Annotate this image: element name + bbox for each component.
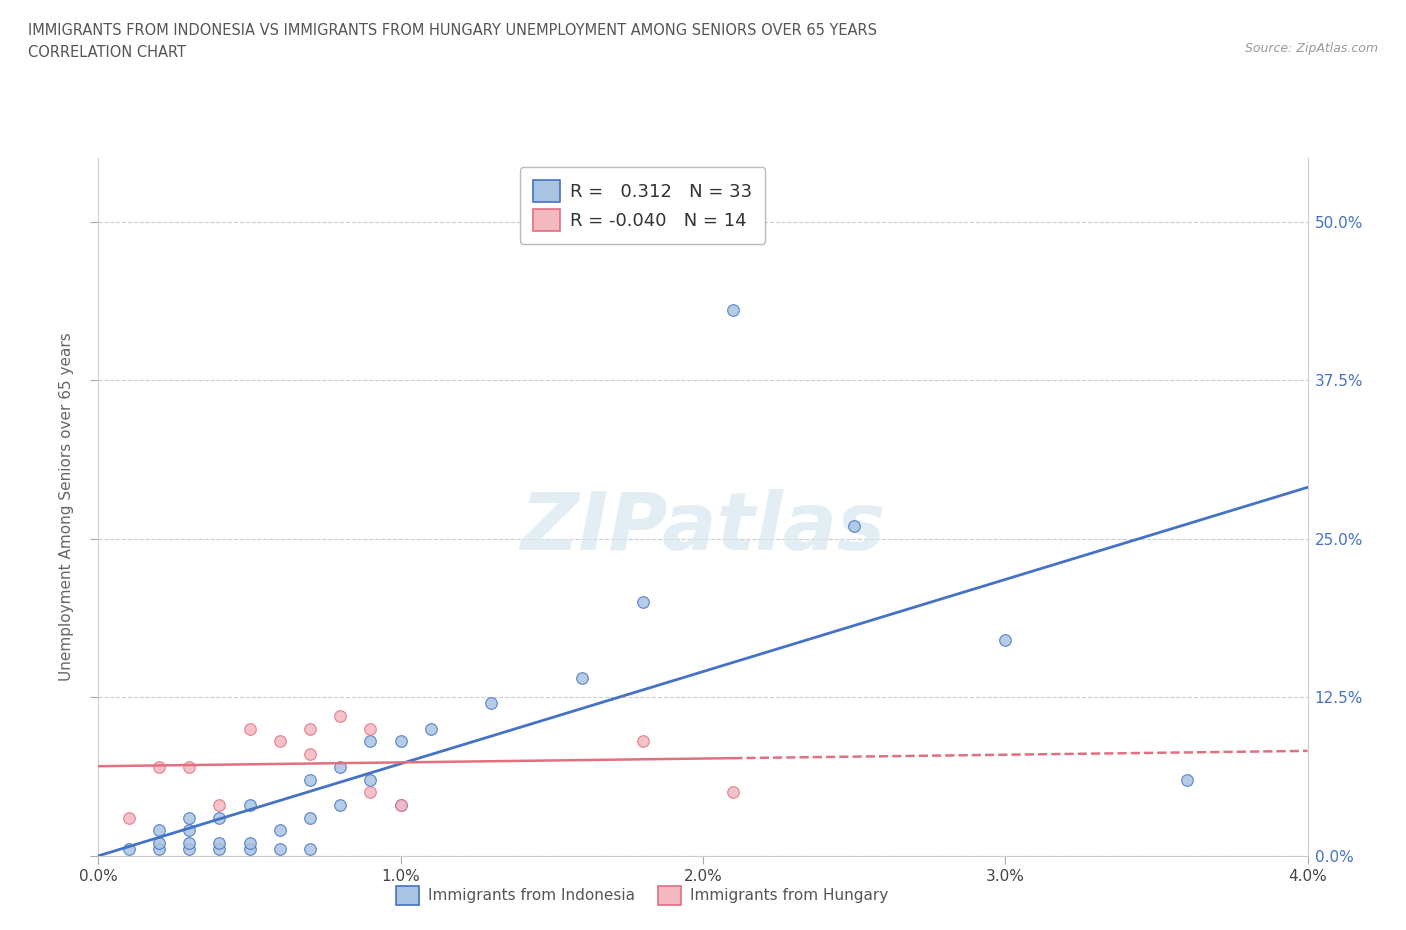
Y-axis label: Unemployment Among Seniors over 65 years: Unemployment Among Seniors over 65 years: [59, 333, 75, 681]
Point: [994, 632, 1017, 647]
Point: [269, 734, 291, 749]
Point: [299, 772, 322, 787]
Point: [239, 797, 262, 812]
Point: [360, 722, 382, 737]
Point: [631, 594, 654, 609]
Point: [420, 722, 443, 737]
Point: [299, 747, 322, 762]
Point: [299, 842, 322, 857]
Point: [148, 835, 170, 850]
Point: [329, 709, 352, 724]
Point: [239, 835, 262, 850]
Legend: Immigrants from Indonesia, Immigrants from Hungary: Immigrants from Indonesia, Immigrants fr…: [391, 880, 894, 910]
Point: [208, 797, 231, 812]
Point: [148, 842, 170, 857]
Point: [1175, 772, 1198, 787]
Text: IMMIGRANTS FROM INDONESIA VS IMMIGRANTS FROM HUNGARY UNEMPLOYMENT AMONG SENIORS : IMMIGRANTS FROM INDONESIA VS IMMIGRANTS …: [28, 23, 877, 38]
Point: [179, 823, 201, 838]
Point: [208, 835, 231, 850]
Point: [329, 797, 352, 812]
Point: [389, 734, 412, 749]
Point: [571, 671, 593, 685]
Text: ZIPatlas: ZIPatlas: [520, 489, 886, 566]
Text: CORRELATION CHART: CORRELATION CHART: [28, 45, 186, 60]
Point: [299, 810, 322, 825]
Point: [239, 722, 262, 737]
Point: [179, 760, 201, 775]
Text: Source: ZipAtlas.com: Source: ZipAtlas.com: [1244, 42, 1378, 55]
Point: [239, 842, 262, 857]
Point: [208, 842, 231, 857]
Point: [481, 696, 503, 711]
Point: [360, 734, 382, 749]
Point: [844, 518, 866, 533]
Point: [299, 722, 322, 737]
Point: [179, 835, 201, 850]
Point: [360, 785, 382, 800]
Point: [360, 772, 382, 787]
Point: [269, 823, 291, 838]
Point: [179, 842, 201, 857]
Point: [631, 734, 654, 749]
Point: [208, 810, 231, 825]
Point: [389, 797, 412, 812]
Point: [118, 842, 141, 857]
Point: [118, 810, 141, 825]
Point: [148, 760, 170, 775]
Point: [723, 785, 745, 800]
Point: [329, 760, 352, 775]
Point: [389, 797, 412, 812]
Point: [179, 810, 201, 825]
Point: [269, 842, 291, 857]
Point: [723, 303, 745, 318]
Point: [148, 823, 170, 838]
